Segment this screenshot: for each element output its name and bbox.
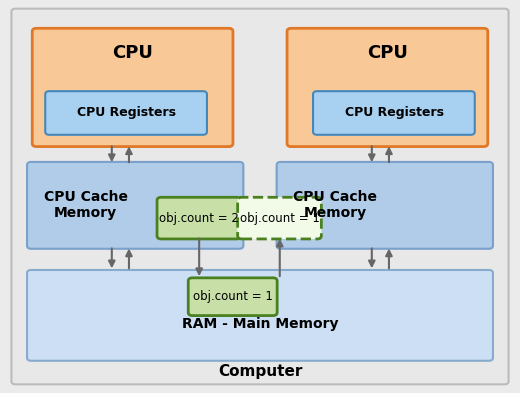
FancyBboxPatch shape	[238, 197, 321, 239]
Text: CPU Cache
Memory: CPU Cache Memory	[44, 190, 128, 220]
FancyBboxPatch shape	[11, 9, 509, 384]
Text: CPU: CPU	[367, 44, 408, 62]
Text: CPU Registers: CPU Registers	[77, 106, 176, 119]
FancyBboxPatch shape	[157, 197, 241, 239]
FancyBboxPatch shape	[313, 91, 475, 135]
Text: RAM - Main Memory: RAM - Main Memory	[182, 317, 338, 331]
Text: CPU Registers: CPU Registers	[345, 106, 444, 119]
Text: Computer: Computer	[218, 364, 302, 379]
Text: obj.count = 1: obj.count = 1	[193, 290, 273, 303]
Text: obj.count = 1: obj.count = 1	[240, 211, 320, 225]
FancyBboxPatch shape	[287, 28, 488, 147]
FancyBboxPatch shape	[45, 91, 207, 135]
FancyBboxPatch shape	[27, 270, 493, 361]
FancyBboxPatch shape	[27, 162, 243, 249]
Text: CPU Cache
Memory: CPU Cache Memory	[293, 190, 378, 220]
Text: CPU: CPU	[112, 44, 153, 62]
Text: obj.count = 2: obj.count = 2	[159, 211, 239, 225]
FancyBboxPatch shape	[32, 28, 233, 147]
FancyBboxPatch shape	[188, 278, 277, 316]
FancyBboxPatch shape	[277, 162, 493, 249]
